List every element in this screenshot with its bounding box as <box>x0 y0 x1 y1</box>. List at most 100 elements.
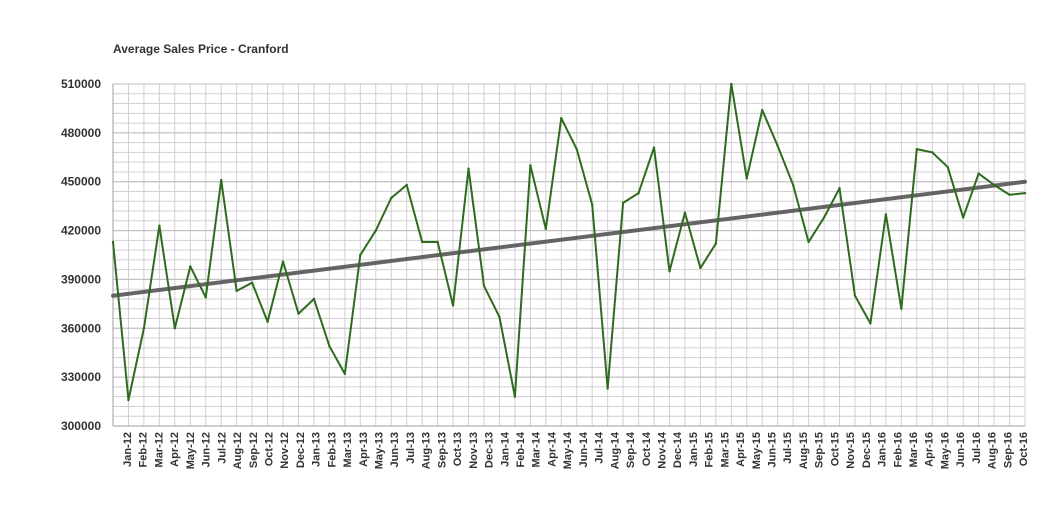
x-tick-label: Jun-12 <box>201 432 213 467</box>
data-point <box>513 395 517 398</box>
x-tick-label: Jul-12 <box>216 432 228 464</box>
x-tick-label: Mar-12 <box>153 432 165 467</box>
data-point <box>776 144 779 148</box>
data-point <box>915 147 918 151</box>
data-point <box>281 260 285 263</box>
x-tick-label: Jun-14 <box>578 431 590 467</box>
data-point <box>529 164 532 167</box>
x-tick-label: Sep-12 <box>248 432 260 468</box>
x-tick-label: Mar-13 <box>342 432 354 467</box>
data-point <box>822 216 826 219</box>
data-point <box>482 284 486 288</box>
data-point <box>791 183 795 187</box>
x-tick-label: May-15 <box>751 432 763 469</box>
y-tick-label: 300000 <box>61 419 101 433</box>
series-line <box>112 83 1026 401</box>
trend-line <box>111 179 1027 298</box>
y-tick-label: 450000 <box>61 175 101 189</box>
x-tick-label: Feb-13 <box>326 432 338 467</box>
data-point <box>652 146 656 149</box>
data-point <box>390 196 393 200</box>
x-tick-label: Dec-15 <box>861 432 873 468</box>
x-tick-label: Oct-14 <box>641 431 653 466</box>
data-point <box>730 82 733 86</box>
x-tick-label: Feb-16 <box>892 432 904 467</box>
x-tick-label: Jan-14 <box>499 431 511 467</box>
x-tick-label: Aug-12 <box>232 432 244 469</box>
x-tick-label: May-16 <box>939 432 951 469</box>
data-point <box>359 253 362 257</box>
y-tick-label: 420000 <box>61 224 101 238</box>
x-tick-label: Jan-16 <box>877 432 889 467</box>
x-tick-label: Jul-14 <box>594 431 606 464</box>
x-tick-label: Jan-12 <box>122 432 134 467</box>
data-point <box>606 387 609 390</box>
data-point <box>498 315 501 319</box>
data-point <box>266 320 269 323</box>
x-tick-label: Jul-16 <box>971 432 983 464</box>
x-tick-label: Jun-13 <box>389 432 401 467</box>
x-tick-label: Oct-15 <box>829 432 841 466</box>
x-tick-label: Mar-14 <box>531 431 543 467</box>
x-tick-label: Mar-15 <box>719 432 731 467</box>
x-tick-label: Jun-16 <box>955 432 967 467</box>
x-tick-label: Apr-14 <box>546 431 558 467</box>
data-point <box>590 203 594 206</box>
data-point <box>343 372 347 376</box>
x-tick-label: Aug-15 <box>798 432 810 469</box>
data-point <box>745 177 748 180</box>
data-point <box>668 270 671 273</box>
x-tick-label: Dec-12 <box>295 432 307 468</box>
x-tick-label: May-13 <box>374 432 386 469</box>
data-point <box>142 327 146 330</box>
x-tick-label: Jun-15 <box>767 432 779 467</box>
x-tick-label: Feb-14 <box>515 431 527 467</box>
x-tick-label: Nov-12 <box>279 432 291 469</box>
x-tick-label: Aug-16 <box>987 432 999 469</box>
data-point <box>173 327 177 330</box>
x-tick-label: Feb-15 <box>704 432 716 467</box>
x-tick-label: Nov-14 <box>656 431 668 469</box>
data-point <box>699 266 702 270</box>
data-point <box>869 322 872 325</box>
data-point <box>560 117 563 120</box>
data-point <box>1008 193 1011 196</box>
y-tick-label: 360000 <box>61 321 101 335</box>
data-point <box>204 296 207 299</box>
data-point <box>961 216 965 219</box>
data-point <box>420 240 424 244</box>
data-point <box>467 167 470 170</box>
y-tick-label: 390000 <box>61 272 101 286</box>
x-tick-label: Nov-13 <box>468 432 480 469</box>
x-tick-label: Dec-14 <box>672 431 684 468</box>
data-point <box>235 289 238 293</box>
data-point <box>838 187 841 190</box>
data-point <box>158 224 161 227</box>
data-point <box>853 294 857 297</box>
x-tick-label: Oct-13 <box>452 432 464 466</box>
data-point <box>189 265 192 268</box>
x-tick-label: May-14 <box>562 431 574 469</box>
chart-title: Average Sales Price - Cranford <box>113 42 289 56</box>
data-point <box>992 183 996 187</box>
data-point <box>297 312 300 315</box>
y-tick-label: 510000 <box>61 77 101 91</box>
x-tick-label: Jul-13 <box>405 432 417 464</box>
x-tick-label: Feb-12 <box>138 432 150 467</box>
data-point <box>761 108 764 112</box>
data-point <box>405 183 408 187</box>
data-point <box>544 227 548 231</box>
x-tick-label: Sep-15 <box>814 432 826 468</box>
data-point <box>436 240 439 244</box>
x-tick-label: Sep-16 <box>1002 432 1014 468</box>
x-tick-label: Oct-12 <box>263 432 275 466</box>
x-tick-label: Sep-13 <box>436 432 448 468</box>
data-point <box>451 304 455 307</box>
x-tick-label: Jan-13 <box>311 432 323 467</box>
data-point <box>575 147 578 151</box>
data-point <box>621 201 625 205</box>
x-tick-label: May-12 <box>185 432 197 469</box>
data-point <box>714 242 718 245</box>
data-point <box>977 172 980 175</box>
